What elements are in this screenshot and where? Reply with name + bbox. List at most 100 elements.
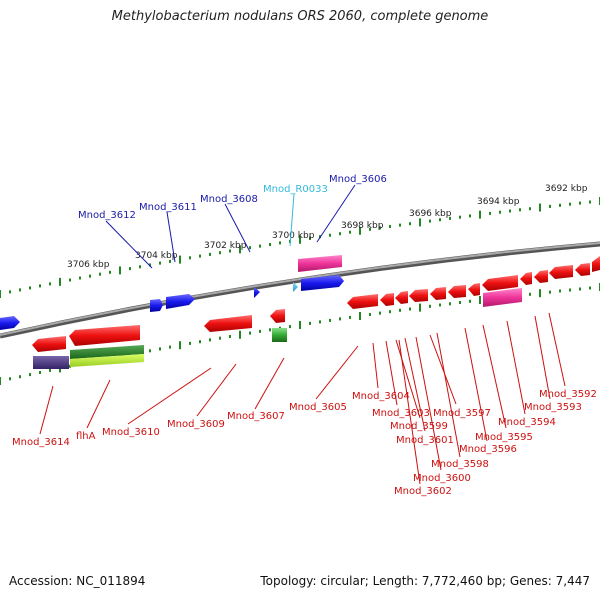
leader-line <box>398 339 421 485</box>
minor-tick <box>79 276 81 280</box>
accession-text: Accession: NC_011894 <box>9 574 146 588</box>
gene-feature[interactable] <box>592 256 600 272</box>
gene-feature[interactable] <box>301 275 344 291</box>
minor-tick <box>499 210 501 214</box>
gene-feature[interactable] <box>298 255 342 272</box>
minor-tick <box>199 254 201 258</box>
gene-label[interactable]: Mnod_3600 <box>413 473 471 484</box>
gene-feature[interactable] <box>204 315 252 332</box>
minor-tick <box>439 218 441 222</box>
minor-tick <box>159 261 161 265</box>
major-tick <box>59 277 61 286</box>
leader-line <box>127 367 212 425</box>
gene-feature[interactable] <box>347 294 378 309</box>
gene-label[interactable]: Mnod_3592 <box>539 389 597 400</box>
major-tick <box>419 218 421 227</box>
gene-feature[interactable] <box>32 336 66 352</box>
gene-feature[interactable] <box>0 316 20 330</box>
minor-tick <box>569 202 571 206</box>
minor-tick <box>389 310 391 314</box>
reverse-labels: Mnod_3614 flhA Mnod_3610 Mnod_3609 Mnod_… <box>12 312 597 497</box>
gene-feature[interactable] <box>430 287 446 300</box>
leader-line <box>224 203 251 253</box>
gene-label[interactable]: Mnod_R0033 <box>263 184 328 195</box>
minor-tick <box>289 325 291 329</box>
gene-feature[interactable] <box>270 309 285 323</box>
gene-label[interactable]: Mnod_3603 <box>372 408 430 419</box>
gene-label[interactable]: Mnod_3598 <box>431 459 489 470</box>
gene-label[interactable]: Mnod_3606 <box>329 174 387 185</box>
minor-tick <box>409 307 411 311</box>
leader-line <box>534 315 551 400</box>
minor-tick <box>309 321 311 325</box>
minor-tick <box>579 287 581 291</box>
gene-label[interactable]: flhA <box>76 431 96 442</box>
minor-tick <box>529 207 531 211</box>
gene-feature[interactable] <box>33 356 69 369</box>
minor-tick <box>429 219 431 223</box>
gene-feature[interactable] <box>166 294 195 309</box>
forward-features <box>0 255 344 330</box>
gene-label[interactable]: Mnod_3611 <box>139 202 197 213</box>
gene-feature[interactable] <box>482 275 518 291</box>
minor-tick <box>219 336 221 340</box>
minor-tick <box>229 249 231 253</box>
gene-feature[interactable] <box>549 265 573 279</box>
gene-label[interactable]: Mnod_3596 <box>459 444 517 455</box>
minor-tick <box>209 252 211 256</box>
major-tick <box>299 235 301 244</box>
gene-label[interactable]: Mnod_3612 <box>78 210 136 221</box>
gene-label[interactable]: Mnod_3614 <box>12 437 70 448</box>
gene-label[interactable]: Mnod_3607 <box>227 411 285 422</box>
gene-feature[interactable] <box>70 345 144 359</box>
major-tick <box>0 377 1 385</box>
gene-feature[interactable] <box>534 270 548 283</box>
minor-tick <box>449 302 451 306</box>
gene-feature[interactable] <box>520 272 532 285</box>
minor-tick <box>489 211 491 215</box>
gene-label[interactable]: Mnod_3605 <box>289 402 347 413</box>
gene-feature[interactable] <box>150 299 163 312</box>
major-tick <box>179 255 181 264</box>
rna-feature[interactable] <box>293 282 298 292</box>
minor-tick <box>9 377 11 381</box>
minor-tick <box>569 288 571 292</box>
gene-label[interactable]: Mnod_3602 <box>394 486 452 497</box>
gene-label[interactable]: Mnod_3609 <box>167 419 225 430</box>
major-tick <box>119 266 121 275</box>
minor-tick <box>559 289 561 293</box>
gene-feature[interactable] <box>272 328 287 342</box>
minor-tick <box>589 286 591 290</box>
minor-tick <box>339 317 341 321</box>
gene-label[interactable]: Mnod_3595 <box>475 432 533 443</box>
gene-feature[interactable] <box>448 285 466 298</box>
gene-feature[interactable] <box>409 289 428 302</box>
gene-feature[interactable] <box>380 293 394 306</box>
gene-feature[interactable] <box>468 283 480 296</box>
gene-label[interactable]: Mnod_3604 <box>352 391 410 402</box>
gene-feature[interactable] <box>254 287 260 298</box>
gene-label[interactable]: Mnod_3597 <box>433 408 491 419</box>
gene-label[interactable]: Mnod_3608 <box>200 194 258 205</box>
leader-line <box>482 324 507 429</box>
minor-tick <box>19 288 21 292</box>
gene-feature[interactable] <box>70 354 144 367</box>
gene-label[interactable]: Mnod_3599 <box>390 421 448 432</box>
minor-tick <box>519 208 521 212</box>
minor-tick <box>579 201 581 205</box>
gene-feature[interactable] <box>483 288 522 307</box>
major-tick <box>179 341 181 350</box>
gene-feature[interactable] <box>69 325 140 346</box>
leader-line <box>464 327 488 442</box>
minor-tick <box>49 282 51 286</box>
topology-summary: Topology: circular; Length: 7,772,460 bp… <box>260 574 590 588</box>
gene-feature[interactable] <box>395 291 408 304</box>
gene-label[interactable]: Mnod_3610 <box>102 427 160 438</box>
minor-tick <box>559 203 561 207</box>
minor-tick <box>219 251 221 255</box>
gene-label[interactable]: Mnod_3593 <box>524 402 582 413</box>
gene-label[interactable]: Mnod_3594 <box>498 417 556 428</box>
leader-line <box>39 385 54 435</box>
gene-feature[interactable] <box>575 263 590 276</box>
gene-label[interactable]: Mnod_3601 <box>396 435 454 446</box>
